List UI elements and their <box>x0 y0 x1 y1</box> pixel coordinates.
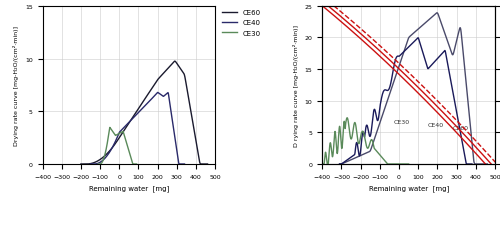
Line: CE60: CE60 <box>81 62 208 164</box>
CE30 <box>134 163 140 166</box>
Line: CE30: CE30 <box>98 128 136 164</box>
CE60 <box>84 163 90 166</box>
CE40 <box>179 163 185 166</box>
Text: CE40: CE40 <box>428 122 444 127</box>
CE40 <box>182 163 188 166</box>
CE40 <box>88 163 94 166</box>
CE60 <box>172 61 178 63</box>
CE60 <box>78 163 84 166</box>
CE60 <box>178 68 184 71</box>
CE60 <box>204 163 210 166</box>
CE40 <box>162 95 168 97</box>
CE40 <box>92 163 98 166</box>
Text: CE30: CE30 <box>394 119 409 124</box>
CE30 <box>112 134 118 137</box>
Line: CE40: CE40 <box>90 93 184 164</box>
CE30 <box>110 132 116 135</box>
CE30 <box>125 147 131 150</box>
Y-axis label: Drying rate curve [mg-H₂O/(cm²·min)]: Drying rate curve [mg-H₂O/(cm²·min)] <box>14 26 20 145</box>
CE30 <box>122 135 128 138</box>
X-axis label: Remaining water  [mg]: Remaining water [mg] <box>368 184 449 191</box>
CE40 <box>154 92 160 94</box>
CE60 <box>136 107 142 110</box>
CE40 <box>133 114 139 117</box>
Y-axis label: D rying rate curve [mg-H₂O/(cm²·min)]: D rying rate curve [mg-H₂O/(cm²·min)] <box>293 25 299 146</box>
CE40 <box>130 117 136 119</box>
CE60 <box>201 163 207 166</box>
CE60 <box>140 102 145 104</box>
Legend: CE60, CE40, CE30: CE60, CE40, CE30 <box>222 10 261 36</box>
CE40 <box>179 163 185 166</box>
CE30 <box>95 163 101 166</box>
X-axis label: Remaining water  [mg]: Remaining water [mg] <box>88 184 169 191</box>
CE60 <box>201 163 207 166</box>
CE30 <box>126 150 132 152</box>
CE30 <box>107 126 113 129</box>
CE30 <box>99 161 105 164</box>
Text: CE60: CE60 <box>453 126 469 130</box>
